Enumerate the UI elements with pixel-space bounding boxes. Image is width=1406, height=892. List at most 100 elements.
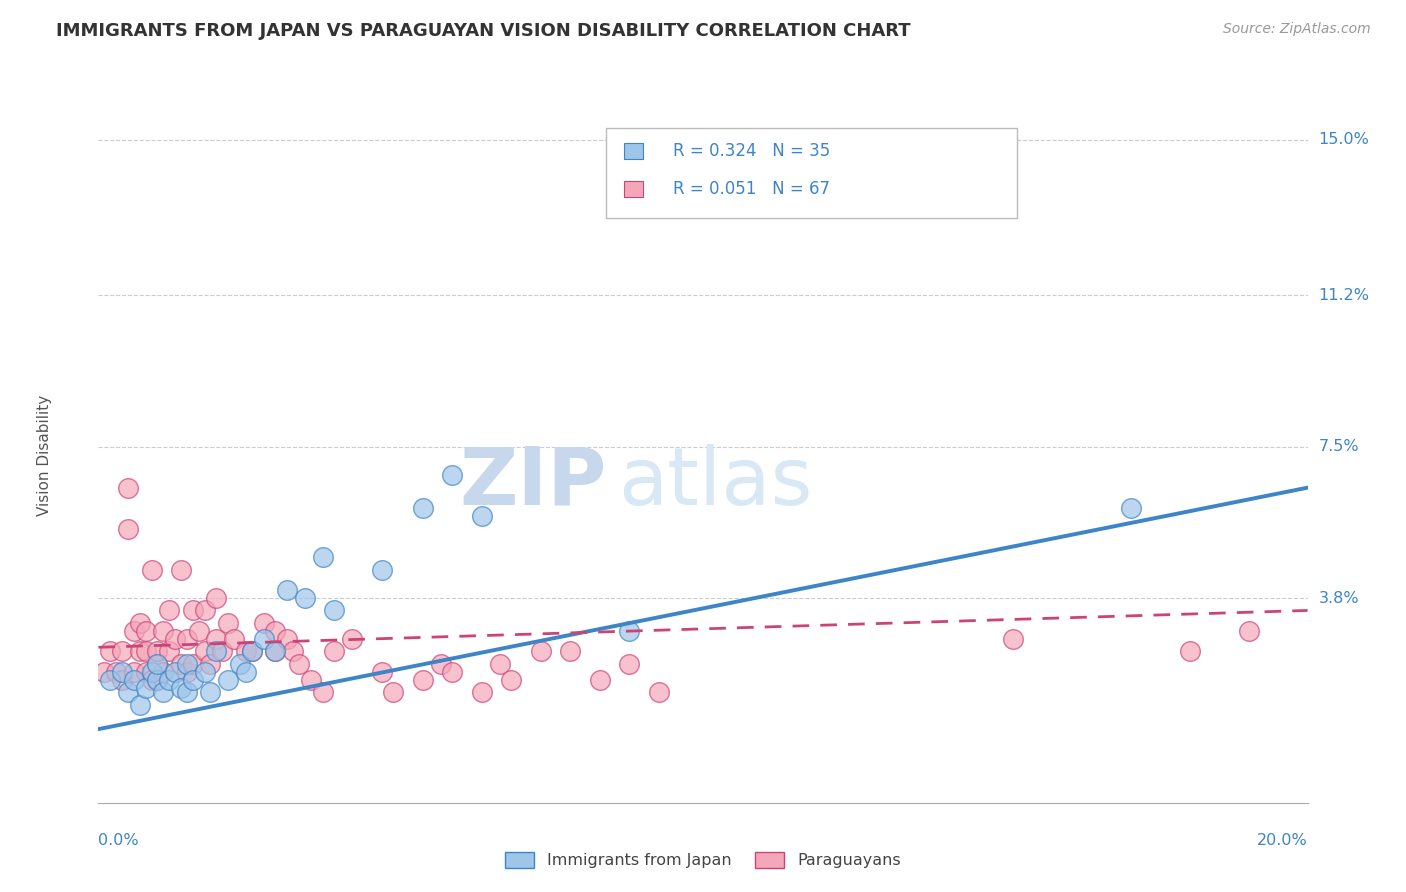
Point bbox=[340, 632, 363, 646]
Point bbox=[412, 501, 434, 516]
Point bbox=[122, 665, 145, 679]
Point bbox=[98, 644, 121, 658]
Point bbox=[1119, 501, 1142, 516]
Point bbox=[1237, 624, 1260, 638]
Point bbox=[181, 673, 204, 687]
Point bbox=[122, 673, 145, 687]
Point bbox=[1001, 632, 1024, 646]
Text: 15.0%: 15.0% bbox=[1319, 132, 1369, 147]
Bar bbox=[624, 144, 643, 159]
Point bbox=[117, 522, 139, 536]
Text: 0.0%: 0.0% bbox=[98, 833, 139, 848]
Point bbox=[165, 632, 187, 646]
Point bbox=[311, 550, 333, 565]
Point bbox=[235, 665, 257, 679]
Point bbox=[276, 582, 298, 597]
Point bbox=[205, 591, 228, 606]
Point bbox=[146, 657, 169, 671]
Point bbox=[170, 681, 193, 696]
Point bbox=[323, 603, 346, 617]
Point bbox=[165, 665, 187, 679]
FancyBboxPatch shape bbox=[606, 128, 1018, 219]
Point bbox=[128, 615, 150, 630]
Point bbox=[135, 624, 157, 638]
Point bbox=[471, 509, 494, 524]
Point bbox=[370, 665, 392, 679]
Point bbox=[98, 673, 121, 687]
Point bbox=[135, 681, 157, 696]
Point bbox=[122, 624, 145, 638]
Point bbox=[176, 657, 198, 671]
Point bbox=[141, 562, 163, 576]
Point bbox=[205, 644, 228, 658]
Point bbox=[157, 603, 180, 617]
Point bbox=[176, 632, 198, 646]
Point bbox=[157, 644, 180, 658]
Point bbox=[111, 665, 134, 679]
Point bbox=[170, 562, 193, 576]
Point bbox=[429, 657, 451, 671]
Text: Source: ZipAtlas.com: Source: ZipAtlas.com bbox=[1223, 22, 1371, 37]
Point bbox=[488, 657, 510, 671]
Point bbox=[281, 644, 304, 658]
Point bbox=[501, 673, 523, 687]
Text: R = 0.324   N = 35: R = 0.324 N = 35 bbox=[672, 142, 830, 160]
Text: 20.0%: 20.0% bbox=[1257, 833, 1308, 848]
Point bbox=[152, 624, 174, 638]
Point bbox=[217, 615, 239, 630]
Point bbox=[176, 685, 198, 699]
Point bbox=[619, 657, 641, 671]
Point bbox=[181, 603, 204, 617]
Point bbox=[181, 657, 204, 671]
Point bbox=[146, 673, 169, 687]
Point bbox=[370, 562, 392, 576]
Point bbox=[211, 644, 233, 658]
Point bbox=[471, 685, 494, 699]
Legend: Immigrants from Japan, Paraguayans: Immigrants from Japan, Paraguayans bbox=[499, 846, 907, 875]
Point bbox=[294, 591, 316, 606]
Point bbox=[111, 673, 134, 687]
Point bbox=[323, 644, 346, 658]
Point bbox=[194, 603, 217, 617]
Point bbox=[146, 657, 169, 671]
Point bbox=[194, 665, 217, 679]
Point bbox=[194, 644, 217, 658]
Point bbox=[135, 665, 157, 679]
Point bbox=[240, 644, 263, 658]
Point bbox=[111, 644, 134, 658]
Point bbox=[200, 685, 222, 699]
Point bbox=[222, 632, 245, 646]
Point bbox=[311, 685, 333, 699]
Point bbox=[152, 665, 174, 679]
Point bbox=[200, 657, 222, 671]
Point bbox=[288, 657, 311, 671]
Point bbox=[135, 644, 157, 658]
Bar bbox=[624, 181, 643, 197]
Point bbox=[252, 632, 274, 646]
Point bbox=[229, 657, 252, 671]
Point bbox=[589, 673, 612, 687]
Point bbox=[264, 644, 287, 658]
Point bbox=[176, 665, 198, 679]
Text: IMMIGRANTS FROM JAPAN VS PARAGUAYAN VISION DISABILITY CORRELATION CHART: IMMIGRANTS FROM JAPAN VS PARAGUAYAN VISI… bbox=[56, 22, 911, 40]
Point bbox=[240, 644, 263, 658]
Point bbox=[382, 685, 405, 699]
Point bbox=[441, 468, 464, 483]
Point bbox=[170, 657, 193, 671]
Point bbox=[146, 673, 169, 687]
Point bbox=[412, 673, 434, 687]
Point bbox=[205, 632, 228, 646]
Point bbox=[117, 481, 139, 495]
Text: R = 0.051   N = 67: R = 0.051 N = 67 bbox=[672, 180, 830, 198]
Point bbox=[276, 632, 298, 646]
Text: 11.2%: 11.2% bbox=[1319, 288, 1369, 302]
Point bbox=[1178, 644, 1201, 658]
Point bbox=[252, 615, 274, 630]
Point bbox=[105, 665, 128, 679]
Point bbox=[299, 673, 322, 687]
Text: ZIP: ZIP bbox=[458, 443, 606, 522]
Point bbox=[648, 685, 671, 699]
Point bbox=[141, 665, 163, 679]
Point bbox=[530, 644, 553, 658]
Point bbox=[235, 644, 257, 658]
